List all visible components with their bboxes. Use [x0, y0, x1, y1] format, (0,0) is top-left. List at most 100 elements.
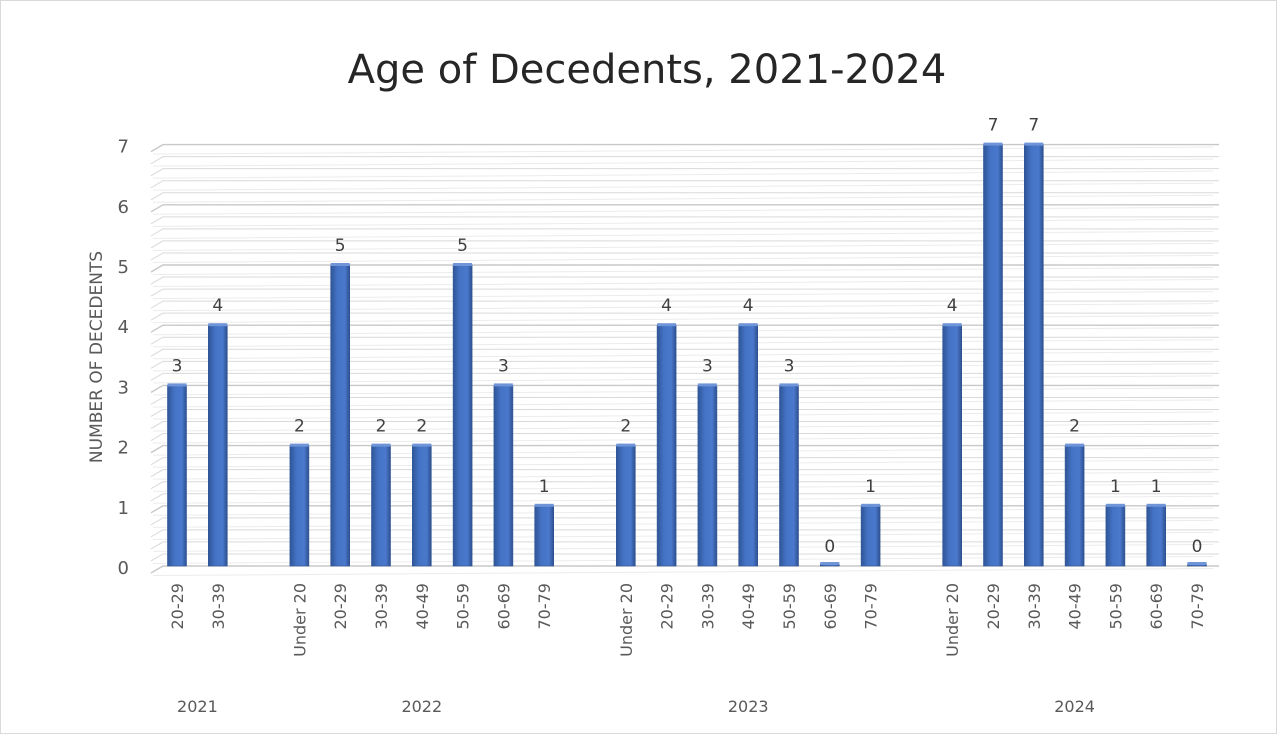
data-label: 2: [376, 417, 387, 437]
bar: [615, 445, 636, 567]
bar-top: [779, 383, 799, 387]
gridline-shadow: [152, 303, 1214, 312]
gridline-shadow: [152, 507, 1214, 516]
x-tick-label: 20-29: [331, 583, 350, 630]
y-tick-label: 4: [118, 317, 129, 338]
gridline-shadow: [152, 375, 1214, 384]
group-label: 2021: [177, 697, 218, 716]
gridline: [150, 324, 1219, 333]
bar: [330, 264, 351, 567]
gridline-shadow: [152, 315, 1214, 324]
bar: [1064, 445, 1085, 567]
gridline-shadow: [152, 146, 1214, 155]
bar: [942, 324, 963, 567]
gridline: [150, 408, 1219, 417]
gridline-shadow: [152, 206, 1214, 215]
data-label: 1: [1151, 477, 1162, 497]
bar-top: [208, 323, 228, 327]
data-label: 1: [539, 477, 550, 497]
gridline: [150, 396, 1219, 405]
data-label: 4: [661, 296, 672, 316]
gridline: [150, 228, 1219, 237]
gridline-shadow: [152, 291, 1214, 300]
data-label: 4: [743, 296, 754, 316]
bar: [208, 324, 228, 567]
data-label: 2: [1069, 417, 1080, 437]
y-tick-label: 6: [118, 197, 129, 218]
gridline-shadow: [152, 435, 1214, 444]
gridline: [150, 276, 1219, 285]
gridline: [150, 348, 1219, 357]
gridline: [150, 180, 1219, 189]
bar: [779, 385, 799, 567]
data-label: 4: [947, 296, 958, 316]
x-tick-label: 30-39: [698, 583, 717, 630]
bar: [534, 505, 555, 567]
gridline-shadow: [152, 568, 1214, 576]
gridline: [150, 469, 1219, 478]
bar-top: [697, 383, 717, 387]
gridline-shadow: [152, 242, 1214, 251]
gridline: [150, 252, 1219, 261]
group-label: 2024: [1054, 697, 1095, 716]
bar-top: [371, 443, 391, 447]
data-label: 3: [784, 356, 795, 376]
gridline: [150, 192, 1219, 201]
x-axis-ticks: 20-29 30-39 Under 20 20-29 30-39 40-49 50-59 60…: [168, 583, 1207, 657]
bar-top: [453, 263, 473, 266]
gridline-shadow: [152, 447, 1214, 456]
group-label: 2022: [401, 697, 442, 716]
x-tick-label: Under 20: [617, 583, 636, 657]
gridline: [150, 433, 1219, 441]
x-tick-label: Under 20: [290, 583, 309, 657]
x-tick-label: 60-69: [821, 583, 840, 630]
x-tick-label: 40-49: [1066, 583, 1085, 630]
data-label: 0: [1192, 537, 1203, 557]
gridline-shadow: [152, 230, 1214, 239]
bar-top: [1024, 142, 1044, 146]
bar: [411, 445, 432, 567]
gridline-shadow: [152, 495, 1214, 504]
bar: [1023, 144, 1044, 567]
data-label: 7: [1028, 116, 1039, 136]
bar: [983, 144, 1003, 567]
bar-top: [493, 383, 513, 387]
gridline: [150, 336, 1219, 345]
x-tick-label: 30-39: [372, 583, 391, 630]
x-tick-label: 40-49: [739, 583, 758, 630]
y-tick-label: 2: [118, 438, 129, 459]
x-tick-label: 30-39: [209, 583, 228, 630]
y-tick-label: 7: [118, 137, 129, 158]
gridline: [150, 384, 1219, 394]
gridline-shadow: [152, 471, 1214, 480]
data-label: 3: [498, 356, 509, 376]
gridline: [150, 168, 1219, 177]
bar: [656, 324, 677, 567]
data-label: 5: [335, 236, 346, 256]
bar: [371, 445, 391, 567]
bar-top: [412, 443, 432, 447]
bar-top: [534, 503, 554, 507]
gridlines: [150, 143, 1219, 576]
bar-top: [330, 263, 350, 266]
gridline-shadow: [152, 411, 1214, 420]
data-label: 3: [702, 356, 713, 376]
bar-top: [861, 503, 881, 507]
bar-top: [616, 443, 636, 447]
gridline-shadow: [152, 158, 1214, 167]
x-tick-label: 50-59: [454, 583, 473, 630]
gridline: [150, 493, 1219, 502]
data-label: 1: [865, 477, 876, 497]
gridline-shadow: [152, 254, 1214, 263]
x-tick-label: 60-69: [1147, 583, 1166, 630]
data-label: 2: [294, 417, 305, 437]
bar-top: [942, 323, 962, 327]
gridline: [150, 288, 1219, 297]
gridline: [150, 444, 1219, 454]
bar: [697, 385, 718, 567]
bar: [289, 445, 310, 567]
bar: [1105, 505, 1126, 567]
bar: [860, 505, 881, 567]
x-tick-label: 20-29: [984, 583, 1003, 630]
gridline: [150, 457, 1219, 466]
